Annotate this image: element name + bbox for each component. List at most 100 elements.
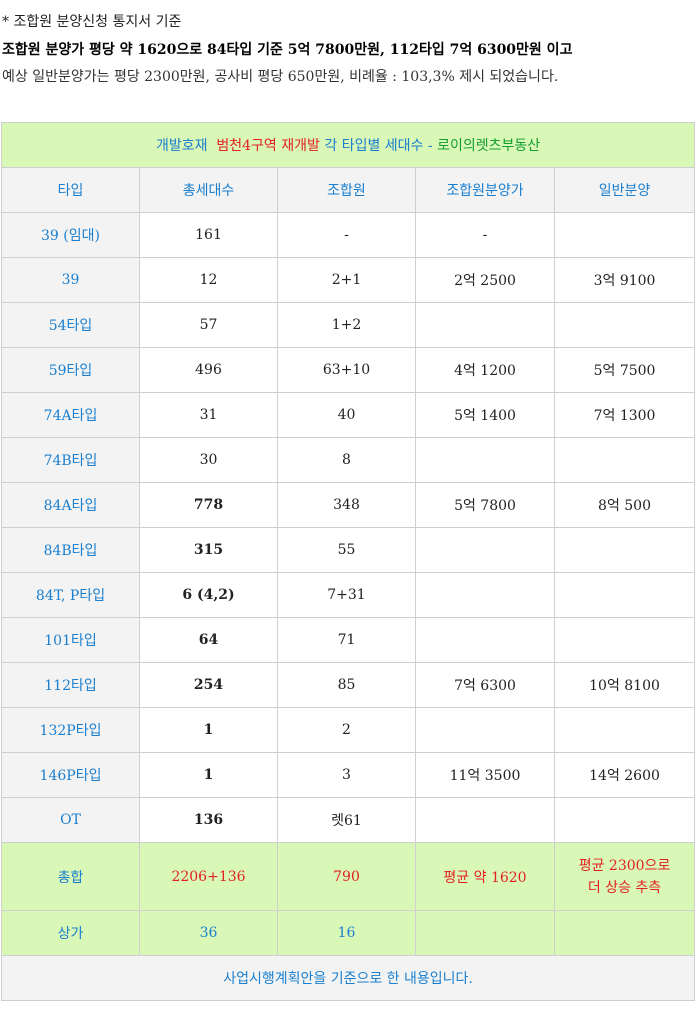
cell-member-price [415, 572, 555, 618]
cell-member-price [415, 302, 555, 348]
cell-type: 101타입 [1, 617, 140, 663]
cell-type: 112타입 [1, 662, 140, 708]
shop-type: 상가 [1, 910, 140, 956]
cell-total: 64 [139, 617, 278, 663]
summary-type: 총합 [1, 842, 140, 911]
cell-member-price [415, 797, 555, 843]
cell-member-price: 5억 1400 [415, 392, 555, 438]
cell-member-price: 5억 7800 [415, 482, 555, 528]
header-member-price: 조합원분양가 [415, 167, 555, 213]
cell-type: 84B타입 [1, 527, 140, 573]
cell-member-price [415, 707, 555, 753]
cell-total: 778 [139, 482, 278, 528]
cell-member-price [415, 527, 555, 573]
cell-member: 8 [277, 437, 416, 483]
cell-total: 1 [139, 752, 278, 798]
cell-type: 74A타입 [1, 392, 140, 438]
shop-member: 16 [277, 910, 416, 956]
cell-type: 146P타입 [1, 752, 140, 798]
cell-total: 136 [139, 797, 278, 843]
table-row: 59타입 496 63+10 4억 1200 5억 7500 [1, 347, 695, 393]
title-part-1: 개발호재 [155, 138, 208, 154]
cell-total: 57 [139, 302, 278, 348]
summary-total: 2206+136 [139, 842, 278, 911]
cell-total: 496 [139, 347, 278, 393]
cell-member: 3 [277, 752, 416, 798]
table-row: OT 136 렛61 [1, 797, 695, 843]
table-row: 54타입 57 1+2 [1, 302, 695, 348]
header-type: 타입 [1, 167, 140, 213]
table-row: 74A타입 31 40 5억 1400 7억 1300 [1, 392, 695, 438]
header-total: 총세대수 [139, 167, 278, 213]
shop-member-price [415, 910, 555, 956]
cell-total: 315 [139, 527, 278, 573]
cell-member: 2 [277, 707, 416, 753]
cell-general-price [553, 212, 695, 258]
cell-general-price [553, 527, 695, 573]
cell-member: 71 [277, 617, 416, 663]
cell-type: 74B타입 [1, 437, 140, 483]
shop-general-price [553, 910, 695, 956]
cell-general-price: 10억 8100 [553, 662, 695, 708]
table-row: 112타입 254 85 7억 6300 10억 8100 [1, 662, 695, 708]
table-row: 39 (임대) 161 - - [1, 212, 695, 258]
intro-line-1: * 조합원 분양신청 통지서 기준 [2, 14, 182, 30]
title-part-4: 로이의렛츠부동산 [437, 138, 541, 154]
table-title-row: 개발호재 범천4구역 재개발 각 타입별 세대수 - 로이의렛츠부동산 [0, 122, 695, 168]
table-row: 84T, P타입 6 (4,2) 7+31 [1, 572, 695, 618]
cell-general-price [553, 617, 695, 663]
shop-row: 상가 36 16 [1, 910, 695, 956]
cell-total: 1 [139, 707, 278, 753]
cell-type: 84T, P타입 [1, 572, 140, 618]
cell-member: 63+10 [277, 347, 416, 393]
cell-member-price [415, 617, 555, 663]
header-row: 타입 총세대수 조합원 조합원분양가 일반분양 [1, 167, 695, 213]
table-footnote: 사업시행계획안을 기준으로 한 내용입니다. [0, 955, 695, 1001]
summary-general-line-1: 평균 2300으로 [578, 857, 671, 874]
cell-member: 렛61 [277, 797, 416, 843]
table-row: 146P타입 1 3 11억 3500 14억 2600 [1, 752, 695, 798]
cell-member: 55 [277, 527, 416, 573]
cell-member-price: 2억 2500 [415, 257, 555, 303]
summary-member: 790 [277, 842, 416, 911]
cell-type: 39 (임대) [1, 212, 140, 258]
table-title: 개발호재 범천4구역 재개발 각 타입별 세대수 - 로이의렛츠부동산 [0, 122, 695, 168]
cell-general-price: 5억 7500 [553, 347, 695, 393]
cell-type: 132P타입 [1, 707, 140, 753]
cell-total: 6 (4,2) [139, 572, 278, 618]
header-member: 조합원 [277, 167, 416, 213]
table-row: 101타입 64 71 [1, 617, 695, 663]
cell-type: 54타입 [1, 302, 140, 348]
cell-member-price [415, 437, 555, 483]
title-part-3: 각 타입별 세대수 - [324, 138, 433, 154]
cell-member: 348 [277, 482, 416, 528]
cell-member-price: 4억 1200 [415, 347, 555, 393]
title-part-2: 범천4구역 재개발 [216, 138, 320, 154]
cell-member-price: 11억 3500 [415, 752, 555, 798]
cell-member: 7+31 [277, 572, 416, 618]
intro-line-2: 조합원 분양가 평당 약 1620으로 84타입 기준 5억 7800만원, 1… [2, 42, 573, 58]
cell-general-price [553, 572, 695, 618]
cell-member: 85 [277, 662, 416, 708]
cell-type: 39 [1, 257, 140, 303]
unit-type-table: 개발호재 범천4구역 재개발 각 타입별 세대수 - 로이의렛츠부동산 타입 총… [0, 122, 695, 1001]
cell-general-price: 8억 500 [553, 482, 695, 528]
cell-general-price [553, 707, 695, 753]
cell-type: 59타입 [1, 347, 140, 393]
table-row: 84A타입 778 348 5억 7800 8억 500 [1, 482, 695, 528]
summary-row: 총합 2206+136 790 평균 약 1620 평균 2300으로 더 상승… [1, 842, 695, 911]
cell-member: 2+1 [277, 257, 416, 303]
cell-general-price: 14억 2600 [553, 752, 695, 798]
cell-general-price [553, 302, 695, 348]
table-row: 132P타입 1 2 [1, 707, 695, 753]
cell-total: 30 [139, 437, 278, 483]
shop-total: 36 [139, 910, 278, 956]
cell-total: 12 [139, 257, 278, 303]
intro-line-3: 예상 일반분양가는 평당 2300만원, 공사비 평당 650만원, 비례율 :… [2, 69, 559, 85]
summary-general-price: 평균 2300으로 더 상승 추측 [553, 842, 695, 911]
summary-general-line-2: 더 상승 추측 [587, 879, 662, 896]
cell-total: 254 [139, 662, 278, 708]
table-row: 39 12 2+1 2억 2500 3억 9100 [1, 257, 695, 303]
table-row: 74B타입 30 8 [1, 437, 695, 483]
header-general-price: 일반분양 [553, 167, 695, 213]
